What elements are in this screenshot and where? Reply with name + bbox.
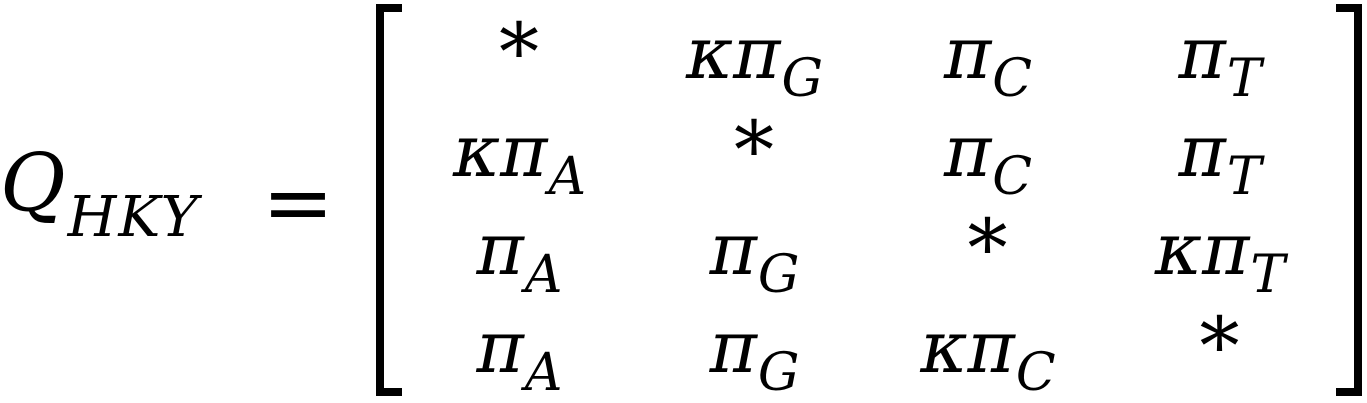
matrix-cell: κπ C — [872, 302, 1104, 400]
matrix-cell: * — [637, 106, 872, 204]
entry-base: * — [1199, 300, 1240, 393]
matrix-cell: κπ T — [1104, 204, 1336, 302]
matrix-cell: π C — [872, 106, 1104, 204]
matrix-cell: π T — [1104, 8, 1336, 106]
matrix-cell: * — [1104, 302, 1336, 400]
matrix-entry: π G — [710, 213, 800, 301]
matrix-cell: π G — [637, 204, 872, 302]
matrix-cell: π C — [872, 8, 1104, 106]
matrix-cell: π A — [402, 302, 637, 400]
entry-base: π — [476, 305, 524, 389]
entry-subscript: G — [757, 343, 800, 403]
entry-subscript: C — [992, 49, 1033, 109]
matrix-entry: π A — [477, 311, 563, 399]
matrix-entry: π T — [1178, 17, 1261, 105]
matrix-cell: * — [402, 8, 637, 106]
matrix-entry: π A — [477, 213, 563, 301]
entry-subscript: C — [1015, 343, 1056, 403]
entry-base: π — [943, 109, 992, 193]
matrix-entry: κπ A — [453, 115, 586, 203]
matrix-cell: κπ A — [402, 106, 637, 204]
matrix-cell: π A — [402, 204, 637, 302]
matrix-cell: * — [872, 204, 1104, 302]
entry-base: * — [967, 202, 1008, 295]
entry-base: π — [943, 11, 992, 95]
matrix-entry: * — [1200, 307, 1241, 391]
matrix-symbol: Q — [0, 136, 66, 229]
matrix-entry: π T — [1178, 115, 1261, 203]
matrix-entry: π G — [710, 311, 800, 399]
entry-subscript: T — [1226, 147, 1262, 207]
matrix-name: Q HKY — [0, 143, 200, 253]
entry-subscript: A — [548, 147, 587, 207]
matrix-entry: * — [734, 111, 775, 195]
matrix-entry: κπ T — [1155, 213, 1285, 301]
right-bracket — [1336, 4, 1362, 396]
entry-base: π — [1178, 11, 1226, 95]
matrix-entry: * — [499, 13, 540, 97]
matrix-cell: π T — [1104, 106, 1336, 204]
entry-base: κπ — [920, 305, 1015, 389]
entry-base: π — [709, 305, 757, 389]
matrix-entry: π C — [944, 115, 1032, 203]
entry-base: κπ — [685, 11, 781, 95]
entry-base: * — [499, 6, 539, 99]
entry-subscript: T — [1250, 245, 1286, 305]
matrix-subscript: HKY — [67, 185, 200, 250]
entry-subscript: A — [524, 245, 563, 305]
entry-subscript: G — [757, 245, 800, 305]
matrix-cell: π G — [637, 302, 872, 400]
entry-subscript: C — [992, 147, 1033, 207]
entry-base: π — [709, 207, 757, 291]
entry-subscript: G — [781, 49, 824, 109]
entry-base: π — [1178, 109, 1226, 193]
entry-subscript: A — [524, 343, 563, 403]
matrix-entry: * — [968, 209, 1009, 293]
equals-sign: = — [262, 153, 335, 253]
entry-base: * — [734, 104, 774, 197]
matrix-entry: π C — [944, 17, 1032, 105]
entry-base: κπ — [1154, 207, 1250, 291]
entry-base: π — [476, 207, 524, 291]
entry-base: κπ — [452, 109, 548, 193]
matrix-entry: κπ C — [920, 311, 1055, 399]
matrix-entry: κπ G — [686, 17, 823, 105]
matrix-entries: * κπ G π C π T κπ A — [402, 8, 1336, 400]
entry-subscript: T — [1226, 49, 1262, 109]
left-bracket — [376, 4, 402, 396]
matrix-cell: κπ G — [637, 8, 872, 106]
